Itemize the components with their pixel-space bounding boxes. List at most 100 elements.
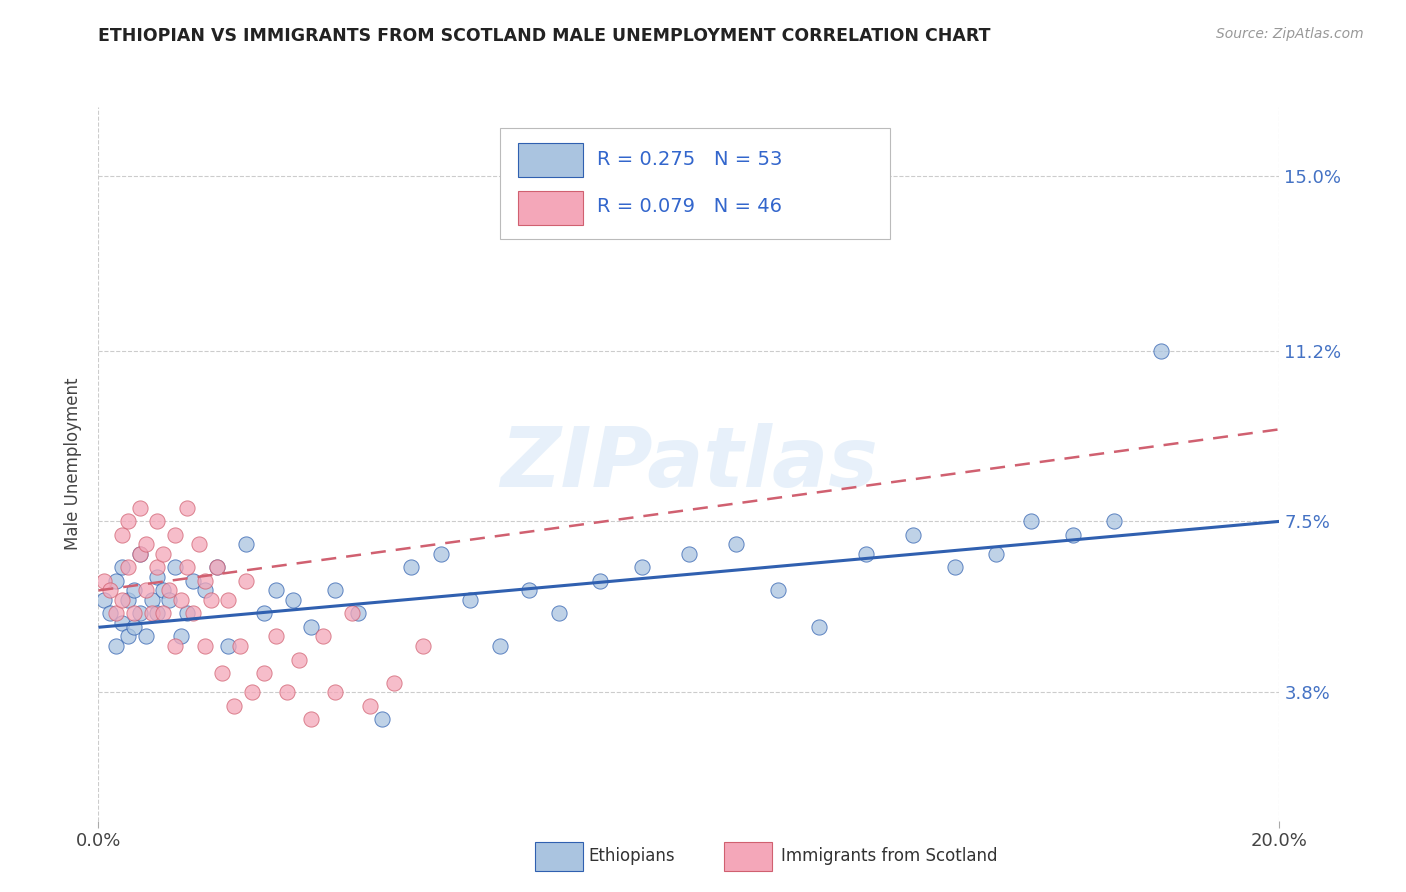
Point [181,574,204,589]
Point [382,675,405,690]
Point [299,712,322,726]
Point [725,537,748,551]
Point [283,592,305,607]
Point [489,639,512,653]
Point [412,639,434,653]
Text: Source: ZipAtlas.com: Source: ZipAtlas.com [1216,27,1364,41]
Point [519,583,541,598]
Point [176,500,198,515]
Point [170,630,193,644]
Point [117,592,139,607]
Point [235,537,257,551]
Point [98,583,121,598]
Point [135,630,157,644]
Point [165,528,187,542]
Point [165,560,187,574]
Point [141,607,163,621]
Point [146,607,169,621]
Point [117,560,139,574]
Point [984,547,1007,561]
Point [240,684,263,698]
Point [128,547,150,561]
Text: ZIPatlas: ZIPatlas [501,424,877,504]
Point [1062,528,1084,542]
Text: ETHIOPIAN VS IMMIGRANTS FROM SCOTLAND MALE UNEMPLOYMENT CORRELATION CHART: ETHIOPIAN VS IMMIGRANTS FROM SCOTLAND MA… [98,27,991,45]
Point [135,537,157,551]
Point [903,528,925,542]
Point [253,666,276,681]
Point [1102,515,1125,529]
FancyBboxPatch shape [501,128,890,239]
Point [312,630,335,644]
Point [122,607,145,621]
Bar [517,143,582,177]
Point [98,607,121,621]
Point [807,620,830,634]
Point [855,547,877,561]
Point [128,607,150,621]
Point [430,547,453,561]
Point [93,592,115,607]
Point [194,574,217,589]
Point [276,684,298,698]
Point [630,560,652,574]
Text: R = 0.275   N = 53: R = 0.275 N = 53 [596,150,782,169]
Point [766,583,789,598]
Point [589,574,612,589]
Point [678,547,700,561]
Point [111,615,134,630]
Point [194,639,217,653]
Point [1150,344,1173,359]
Point [288,652,311,666]
Point [205,560,228,574]
Point [235,574,257,589]
Point [111,592,134,607]
Point [264,583,287,598]
Point [105,639,128,653]
Point [187,537,209,551]
Point [323,684,346,698]
Point [122,583,145,598]
Point [157,592,180,607]
Point [264,630,287,644]
Point [157,583,180,598]
Point [181,607,204,621]
Point [128,547,150,561]
Point [460,592,482,607]
Point [105,607,128,621]
Point [170,592,193,607]
Point [128,500,150,515]
Bar [517,191,582,225]
Point [146,569,169,583]
Point [152,607,174,621]
Point [323,583,346,598]
Point [200,592,222,607]
Point [146,515,169,529]
Point [152,547,174,561]
Point [347,607,370,621]
Point [342,607,364,621]
Point [117,515,139,529]
Point [141,592,163,607]
Point [217,592,239,607]
Bar [724,842,772,871]
Point [401,560,423,574]
Point [111,528,134,542]
Point [217,639,239,653]
Point [122,620,145,634]
Point [165,639,187,653]
Point [117,630,139,644]
Point [1021,515,1043,529]
Point [176,560,198,574]
Point [105,574,128,589]
Point [135,583,157,598]
Point [152,583,174,598]
Point [111,560,134,574]
Point [253,607,276,621]
Point [359,698,381,713]
Point [224,698,246,713]
Point [548,607,571,621]
Point [205,560,228,574]
Y-axis label: Male Unemployment: Male Unemployment [65,377,83,550]
Point [194,583,217,598]
